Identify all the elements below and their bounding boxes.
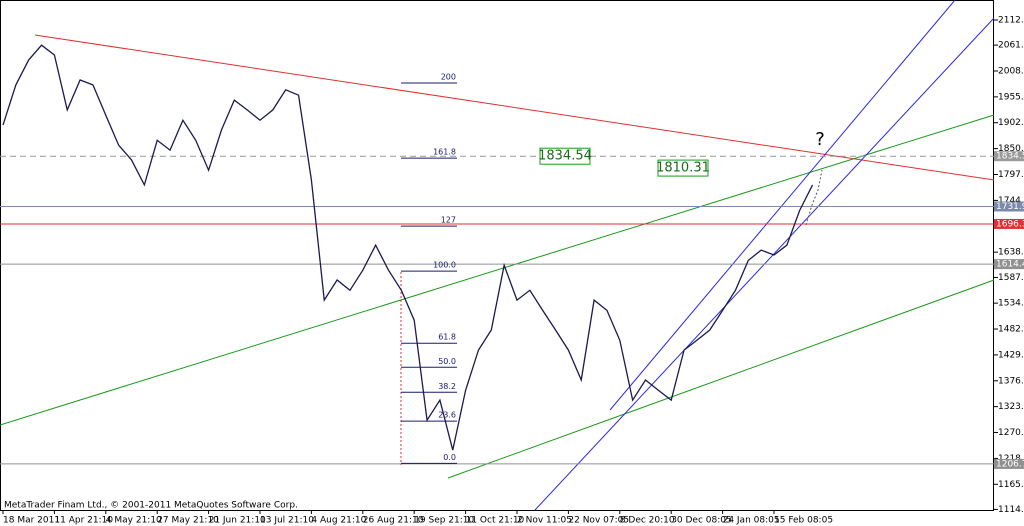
x-tick-label: 8 Dec 20:10: [620, 516, 675, 526]
annotation-question: ?: [815, 129, 825, 150]
x-tick-label: 13 Jul 21:10: [260, 516, 314, 526]
level-tag: [994, 458, 1024, 469]
fib-label: 23.6: [438, 411, 456, 420]
level-tag-label: 1834.54: [996, 152, 1024, 162]
annotation-label: 1834.54: [538, 149, 592, 164]
level-tag: [994, 151, 1024, 162]
y-tick-label: 1270.80: [998, 428, 1024, 438]
plot-frame: [0, 0, 994, 511]
x-tick-label: 19 Sep 21:10: [414, 516, 474, 526]
y-tick-label: 1429.20: [998, 350, 1024, 360]
level-tag: [994, 201, 1024, 212]
y-tick-label: 1797.20: [998, 170, 1024, 180]
x-tick-label: 21 Jun 21:10: [209, 516, 266, 526]
level-tag-label: 1614.41: [996, 260, 1024, 270]
fib-label: 61.8: [438, 333, 456, 342]
y-tick-label: 1534.80: [998, 299, 1024, 309]
y-tick-label: 1376.40: [998, 376, 1024, 386]
channel-line: [609, 0, 956, 411]
price-line: [2, 44, 814, 451]
fib-label: 50.0: [438, 357, 456, 366]
x-tick-label: 26 Aug 21:10: [363, 516, 424, 526]
x-tick-label: 15 Feb 08:05: [774, 516, 833, 526]
y-tick-label: 1323.60: [998, 402, 1024, 412]
x-tick-label: 11 Apr 21:10: [54, 516, 113, 526]
level-tag-label: 1731.97: [996, 202, 1024, 212]
fib-label: 127: [441, 216, 456, 225]
y-tick-label: 1482.00: [998, 325, 1024, 335]
y-tick-label: 2061.20: [998, 41, 1024, 51]
y-tick-label: 1114.00: [998, 505, 1024, 515]
x-tick-label: 24 Jan 08:05: [723, 516, 780, 526]
fib-label: 38.2: [438, 382, 456, 391]
x-tick-label: 2 Nov 11:05: [517, 516, 572, 526]
level-tag: [994, 218, 1024, 229]
annotation-box: [657, 159, 709, 177]
x-tick-label: 11 Oct 21:10: [466, 516, 525, 526]
x-tick-label: 27 May 21:10: [157, 516, 219, 526]
level-tag-label: 1696.35: [996, 219, 1024, 229]
y-tick-label: 1587.20: [998, 273, 1024, 283]
y-tick-label: 2008.40: [998, 66, 1024, 76]
projection: [805, 169, 823, 226]
fib-label: 200: [441, 73, 456, 82]
fib-label: 0.0: [443, 453, 456, 462]
fib-label: 100.0: [433, 261, 456, 270]
y-tick-label: 1902.80: [998, 118, 1024, 128]
x-tick-label: 18 Mar 2011: [3, 516, 60, 526]
trend-line: [447, 279, 995, 479]
level-tag: [994, 259, 1024, 270]
y-tick-label: 1850.00: [998, 144, 1024, 154]
x-tick-label: 30 Dec 08:05: [671, 516, 732, 526]
y-tick-label: 1638.80: [998, 248, 1024, 258]
x-tick-label: 4 Aug 21:10: [311, 516, 366, 526]
y-tick-label: 1165.20: [998, 480, 1024, 490]
annotation-label: 1810.31: [656, 161, 710, 176]
fib-label: 161.8: [433, 148, 456, 157]
y-tick-label: 2112.40: [998, 16, 1024, 26]
annotation-box: [539, 147, 591, 165]
footer: MetaTrader Finam Ltd., © 2001-2011 MetaQ…: [4, 501, 298, 511]
level-tag-label: 1206.78: [996, 459, 1024, 469]
x-tick-label: 4 May 21:10: [106, 516, 162, 526]
y-tick-label: 1955.60: [998, 92, 1024, 102]
trend-line: [0, 114, 995, 426]
x-tick-label: 22 Nov 07:05: [568, 516, 629, 526]
y-tick-label: 1744.40: [998, 196, 1024, 206]
